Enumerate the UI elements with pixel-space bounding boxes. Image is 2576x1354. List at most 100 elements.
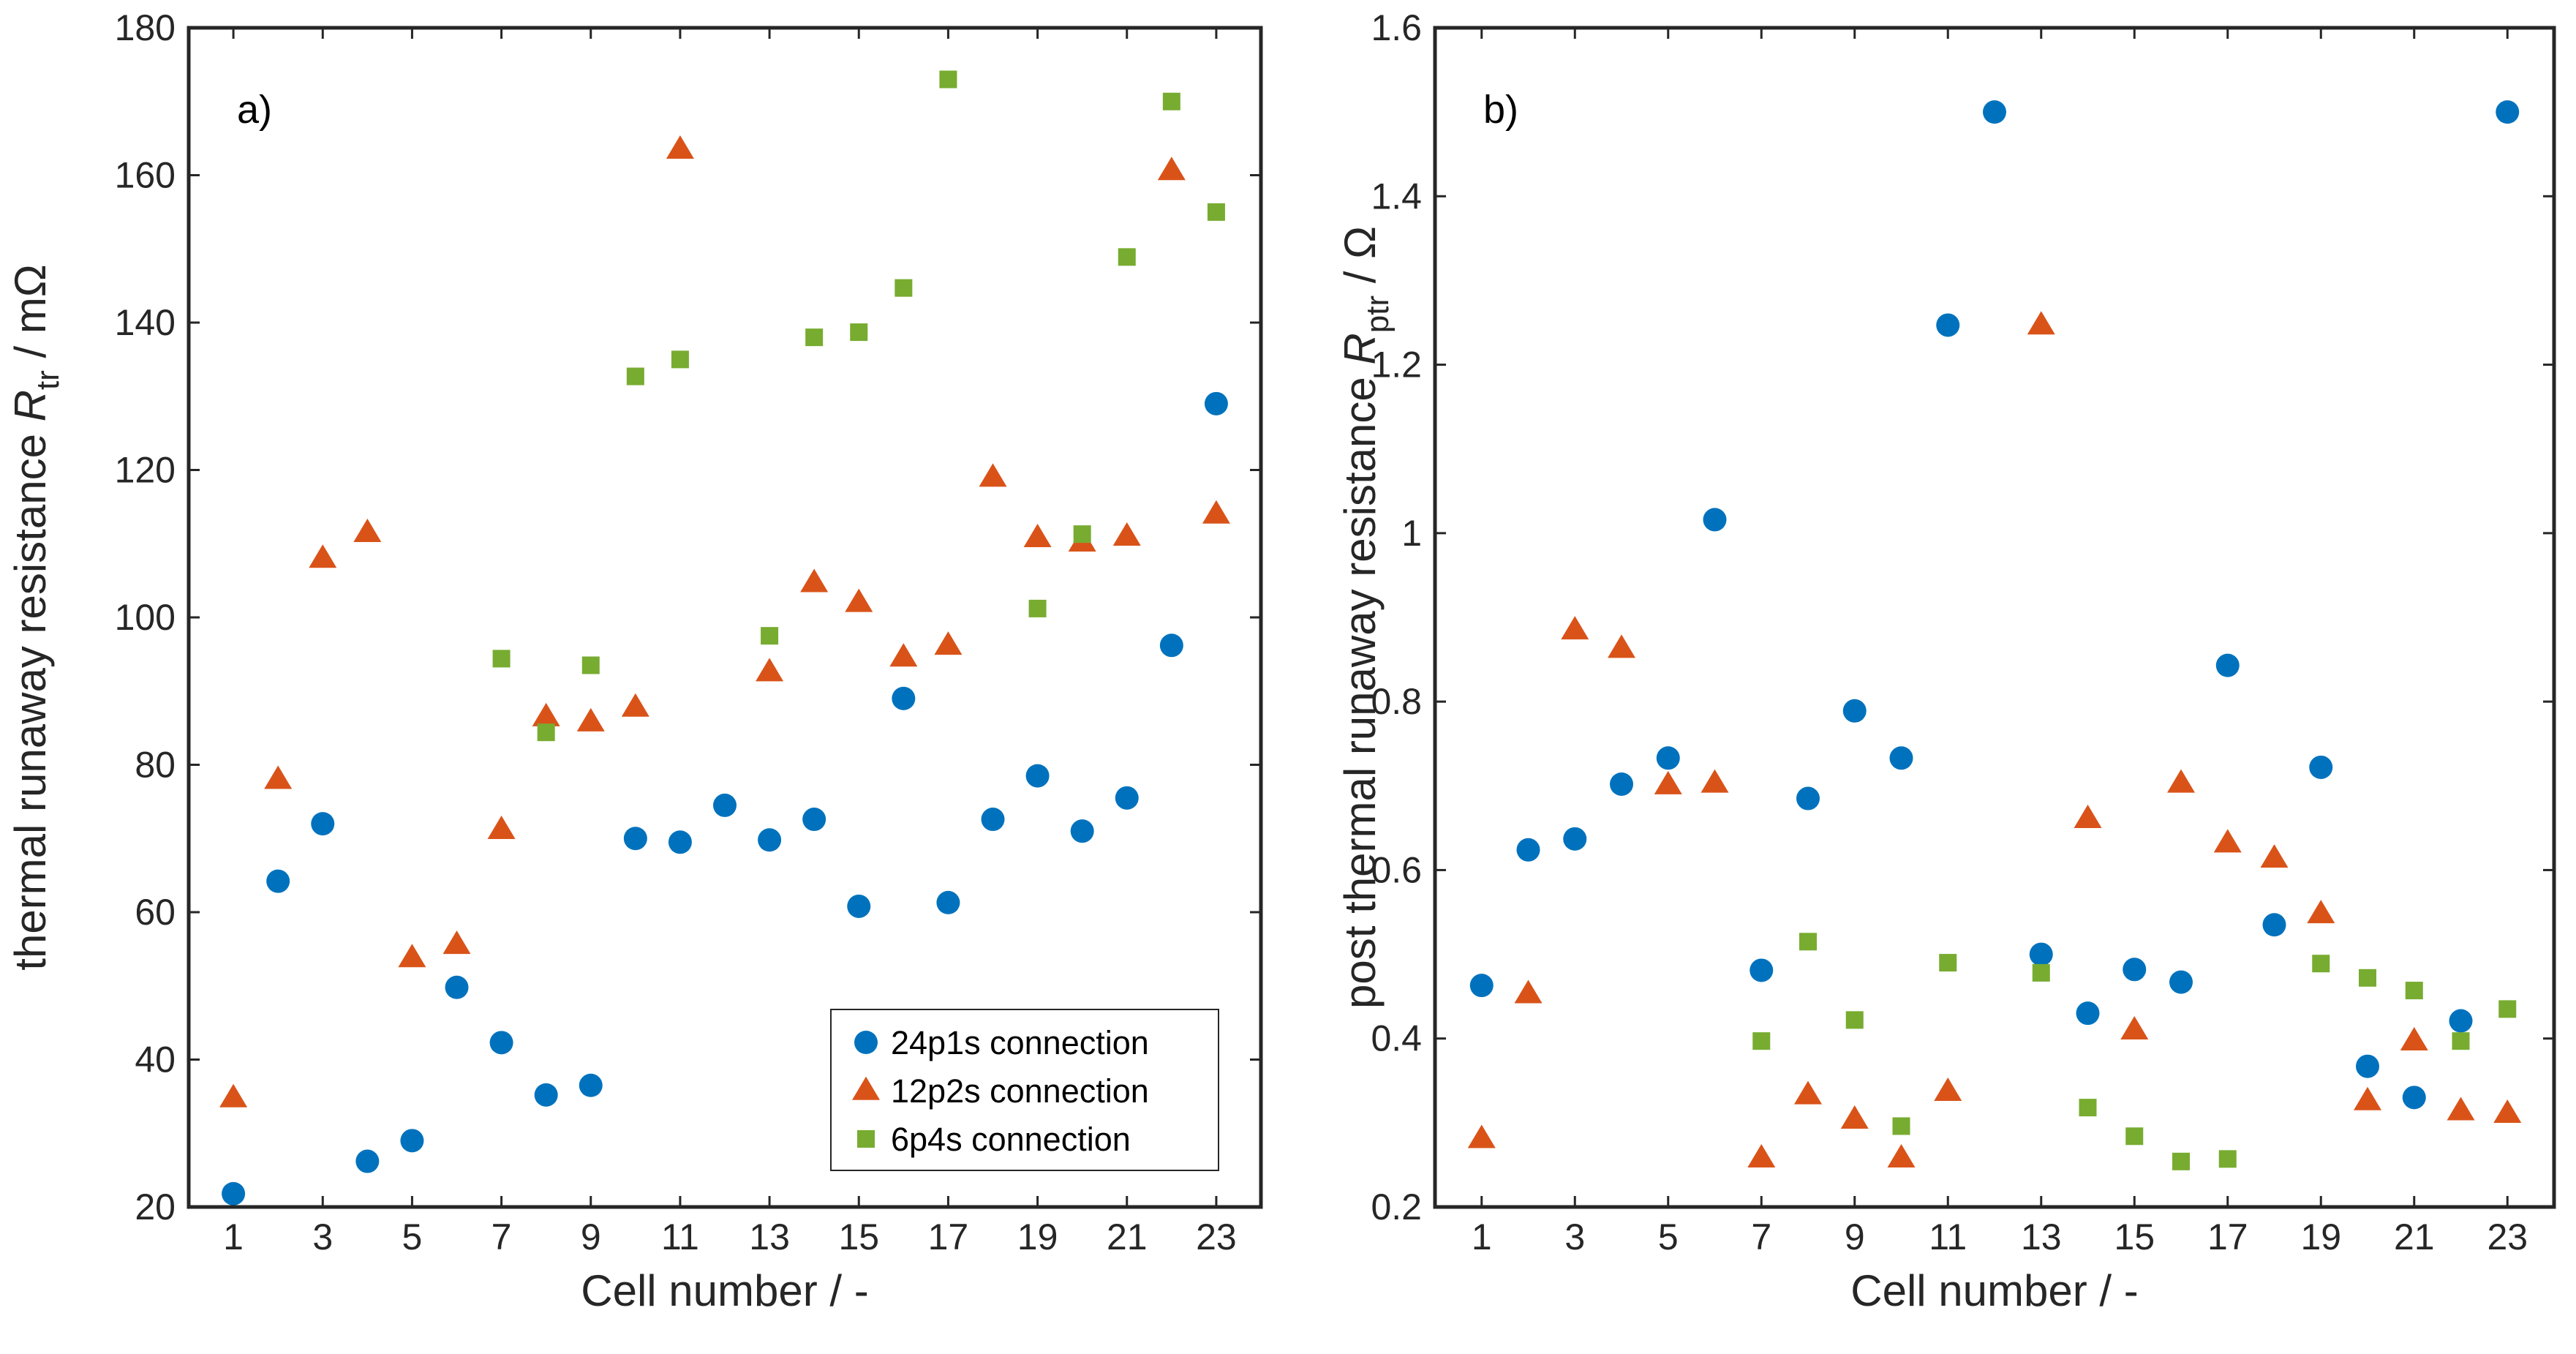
x-tick-label-a-9: 9 — [581, 1216, 601, 1257]
x-tick-label-b-9: 9 — [1845, 1216, 1865, 1257]
point-b-24p1s-8 — [1796, 786, 1820, 810]
point-a-24p1s-2 — [266, 869, 290, 893]
x-tick-label-b-13: 13 — [2021, 1216, 2062, 1257]
point-b-24p1s-11 — [1936, 313, 1960, 337]
point-a-24p1s-20 — [1070, 819, 1094, 843]
data-points-b — [1467, 100, 2522, 1170]
point-a-24p1s-8 — [534, 1083, 558, 1107]
plot-frame-b — [1433, 26, 2556, 1209]
point-b-12p2s-6 — [1701, 769, 1729, 793]
y-tick-label-a-40: 40 — [135, 1039, 176, 1080]
point-b-24p1s-4 — [1610, 772, 1633, 796]
point-b-12p2s-8 — [1794, 1080, 1822, 1105]
x-tick-label-a-19: 19 — [1017, 1216, 1058, 1257]
point-a-12p2s-8 — [532, 702, 560, 726]
point-b-6p4s-17 — [2218, 1150, 2237, 1168]
chart-panel-a: 1 3 5 7 9 11 13 15 17 19 21 23 20406080100120140160… — [6, 7, 1263, 1315]
point-a-24p1s-15 — [847, 894, 871, 918]
legend-marker-square — [857, 1130, 875, 1148]
point-a-12p2s-10 — [621, 693, 649, 717]
legend-box — [830, 1009, 1219, 1171]
x-tick-label-b-3: 3 — [1564, 1216, 1585, 1257]
y-axis-label-sub-b: ptr — [1360, 296, 1396, 333]
y-tick-label-b-0.6: 0.6 — [1371, 849, 1422, 890]
point-a-24p1s-7 — [489, 1031, 513, 1055]
point-a-24p1s-12 — [713, 793, 737, 817]
point-b-6p4s-20 — [2359, 969, 2376, 987]
point-b-12p2s-14 — [2074, 804, 2102, 828]
point-a-12p2s-5 — [398, 944, 426, 968]
plot-frame-a — [187, 26, 1263, 1209]
point-a-12p2s-22 — [1157, 157, 1186, 181]
point-b-12p2s-7 — [1747, 1144, 1776, 1168]
y-tick-label-b-1: 1 — [1401, 513, 1422, 554]
y-tick-label-a-20: 20 — [135, 1186, 176, 1227]
panel-label-a: a) — [237, 88, 272, 132]
y-tick-label-a-80: 80 — [135, 745, 176, 786]
point-b-24p1s-16 — [2169, 970, 2193, 994]
point-b-24p1s-20 — [2356, 1054, 2379, 1078]
x-tick-label-b-15: 15 — [2114, 1216, 2155, 1257]
point-a-24p1s-9 — [579, 1073, 603, 1097]
x-tick-label-b-17: 17 — [2207, 1216, 2248, 1257]
y-tick-label-b-1.4: 1.4 — [1371, 176, 1422, 217]
legend-label-6p4s: 6p4s connection — [891, 1121, 1131, 1158]
point-b-6p4s-16 — [2172, 1152, 2190, 1170]
point-a-12p2s-1 — [219, 1083, 248, 1107]
y-tick-label-b-0.2: 0.2 — [1371, 1186, 1422, 1227]
point-b-6p4s-23 — [2498, 1000, 2517, 1018]
y-tick-label-b-1.2: 1.2 — [1371, 345, 1422, 385]
point-a-6p4s-22 — [1162, 92, 1180, 110]
point-b-12p2s-4 — [1608, 634, 1635, 658]
point-a-24p1s-22 — [1159, 633, 1183, 658]
x-tick-label-b-11: 11 — [1929, 1216, 1967, 1257]
point-b-6p4s-15 — [2125, 1127, 2144, 1146]
point-b-6p4s-9 — [1845, 1011, 1864, 1029]
point-a-24p1s-10 — [623, 827, 647, 851]
x-tick-label-a-1: 1 — [223, 1216, 244, 1257]
point-a-12p2s-3 — [309, 544, 337, 568]
point-a-12p2s-2 — [264, 765, 293, 789]
x-axis-label-b: Cell number / - — [1850, 1266, 2138, 1315]
y-axis-label-main-b: post thermal runaway resistance — [1336, 365, 1385, 1009]
point-b-24p1s-18 — [2262, 913, 2286, 937]
x-tick-label-b-21: 21 — [2394, 1216, 2435, 1257]
point-b-24p1s-6 — [1703, 508, 1727, 532]
point-b-12p2s-22 — [2447, 1097, 2475, 1121]
point-b-12p2s-2 — [1514, 979, 1543, 1004]
point-b-24p1s-12 — [1983, 100, 2006, 124]
point-a-6p4s-8 — [537, 723, 555, 742]
y-tick-label-a-100: 100 — [115, 597, 176, 638]
y-tick-label-a-120: 120 — [115, 450, 176, 491]
x-tick-label-a-7: 7 — [492, 1216, 512, 1257]
point-b-6p4s-19 — [2312, 955, 2330, 973]
point-b-12p2s-13 — [2027, 311, 2055, 335]
point-a-24p1s-17 — [936, 890, 960, 914]
y-tick-label-b-0.4: 0.4 — [1371, 1018, 1422, 1059]
point-a-6p4s-7 — [492, 650, 511, 668]
point-a-6p4s-16 — [895, 279, 913, 297]
point-b-24p1s-15 — [2123, 958, 2147, 982]
y-axis-label-main-a: thermal runaway resistance — [6, 421, 55, 970]
point-a-6p4s-15 — [850, 323, 868, 342]
legend-marker-circle — [854, 1031, 878, 1054]
point-b-24p1s-19 — [2309, 755, 2333, 779]
y-tick-label-b-0.8: 0.8 — [1371, 681, 1422, 722]
point-b-24p1s-17 — [2215, 653, 2240, 677]
point-b-12p2s-18 — [2260, 844, 2289, 868]
point-b-12p2s-23 — [2493, 1099, 2522, 1123]
point-b-24p1s-5 — [1656, 746, 1680, 770]
point-a-12p2s-18 — [979, 463, 1007, 487]
point-a-12p2s-11 — [666, 135, 694, 159]
point-b-24p1s-23 — [2496, 100, 2520, 124]
point-b-12p2s-3 — [1561, 616, 1589, 640]
y-tick-label-b-1.6: 1.6 — [1371, 7, 1422, 48]
x-tick-label-b-5: 5 — [1658, 1216, 1679, 1257]
point-b-12p2s-10 — [1887, 1144, 1916, 1168]
point-b-12p2s-15 — [2120, 1016, 2149, 1039]
point-a-6p4s-17 — [939, 70, 957, 89]
point-a-24p1s-13 — [758, 828, 782, 852]
point-a-24p1s-6 — [445, 975, 469, 999]
point-b-24p1s-21 — [2402, 1086, 2426, 1110]
